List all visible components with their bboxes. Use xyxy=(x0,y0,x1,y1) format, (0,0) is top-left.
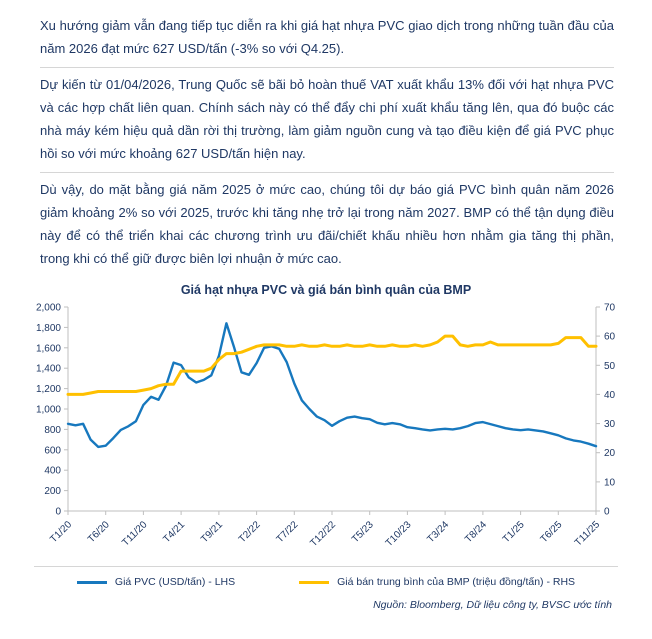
svg-text:T12/22: T12/22 xyxy=(308,519,338,549)
svg-text:T6/20: T6/20 xyxy=(86,519,112,545)
chart-legend: Giá PVC (USD/tấn) - LHS Giá bán trung bì… xyxy=(34,566,618,590)
svg-text:40: 40 xyxy=(604,390,616,401)
svg-text:600: 600 xyxy=(44,445,61,456)
svg-text:1,600: 1,600 xyxy=(36,343,61,354)
svg-text:60: 60 xyxy=(604,332,616,343)
svg-text:10: 10 xyxy=(604,477,616,488)
pvc-bmp-line-chart: 02004006008001,0001,2001,4001,6001,8002,… xyxy=(36,303,616,550)
svg-text:200: 200 xyxy=(44,486,61,497)
svg-text:T11/20: T11/20 xyxy=(120,519,150,549)
paragraph-china-vat-policy: Dự kiến từ 01/04/2026, Trung Quốc sẽ bãi… xyxy=(40,77,614,161)
source-note: Nguồn: Bloomberg, Dữ liệu công ty, BVSC … xyxy=(373,599,612,611)
report-text-block: Xu hướng giảm vẫn đang tiếp tục diễn ra … xyxy=(0,0,652,277)
svg-text:30: 30 xyxy=(604,419,616,430)
bmp-line-swatch xyxy=(299,580,330,584)
svg-text:0: 0 xyxy=(55,507,61,518)
svg-text:400: 400 xyxy=(44,466,61,477)
svg-text:T1/20: T1/20 xyxy=(48,519,74,545)
svg-text:1,000: 1,000 xyxy=(36,405,61,416)
svg-text:70: 70 xyxy=(604,303,616,314)
chart-title: Giá hạt nhựa PVC và giá bán bình quân củ… xyxy=(180,283,472,297)
svg-text:1,800: 1,800 xyxy=(36,323,61,334)
svg-text:T11/25: T11/25 xyxy=(573,519,603,549)
paragraph-separator xyxy=(40,172,614,173)
paragraph-pvc-trend: Xu hướng giảm vẫn đang tiếp tục diễn ra … xyxy=(40,18,614,56)
svg-text:T1/25: T1/25 xyxy=(501,519,527,545)
svg-text:T4/21: T4/21 xyxy=(161,519,187,545)
svg-text:0: 0 xyxy=(604,507,610,518)
svg-text:2,000: 2,000 xyxy=(36,303,61,314)
svg-text:T8/24: T8/24 xyxy=(463,519,489,545)
chart-section: Giá hạt nhựa PVC và giá bán bình quân củ… xyxy=(0,283,652,611)
svg-text:T6/25: T6/25 xyxy=(539,519,565,545)
svg-text:1,200: 1,200 xyxy=(36,384,61,395)
legend-label-pvc: Giá PVC (USD/tấn) - LHS xyxy=(114,576,236,588)
svg-text:T5/23: T5/23 xyxy=(350,519,376,545)
paragraph-separator xyxy=(40,67,614,68)
svg-text:50: 50 xyxy=(604,361,616,372)
svg-text:800: 800 xyxy=(44,425,61,436)
svg-text:T7/22: T7/22 xyxy=(275,519,301,545)
paragraph-2026-forecast: Dù vậy, do mặt bằng giá năm 2025 ở mức c… xyxy=(40,182,614,266)
svg-text:1,400: 1,400 xyxy=(36,364,61,375)
chart-area: 0 200 400 600 800 1,000 1,200 1,400 1,600 1,800 2,… xyxy=(14,299,644,566)
svg-text:T9/21: T9/21 xyxy=(199,519,225,545)
legend-item-pvc: Giá PVC (USD/tấn) - LHS xyxy=(76,576,236,588)
legend-item-bmp: Giá bán trung bình của BMP (triệu đồng/t… xyxy=(299,576,575,588)
pvc-line-swatch xyxy=(76,580,107,584)
svg-text:T3/24: T3/24 xyxy=(425,519,451,545)
svg-text:T2/22: T2/22 xyxy=(237,519,263,545)
svg-text:20: 20 xyxy=(604,448,616,459)
svg-text:T10/23: T10/23 xyxy=(384,519,414,549)
legend-label-bmp: Giá bán trung bình của BMP (triệu đồng/t… xyxy=(337,576,576,588)
